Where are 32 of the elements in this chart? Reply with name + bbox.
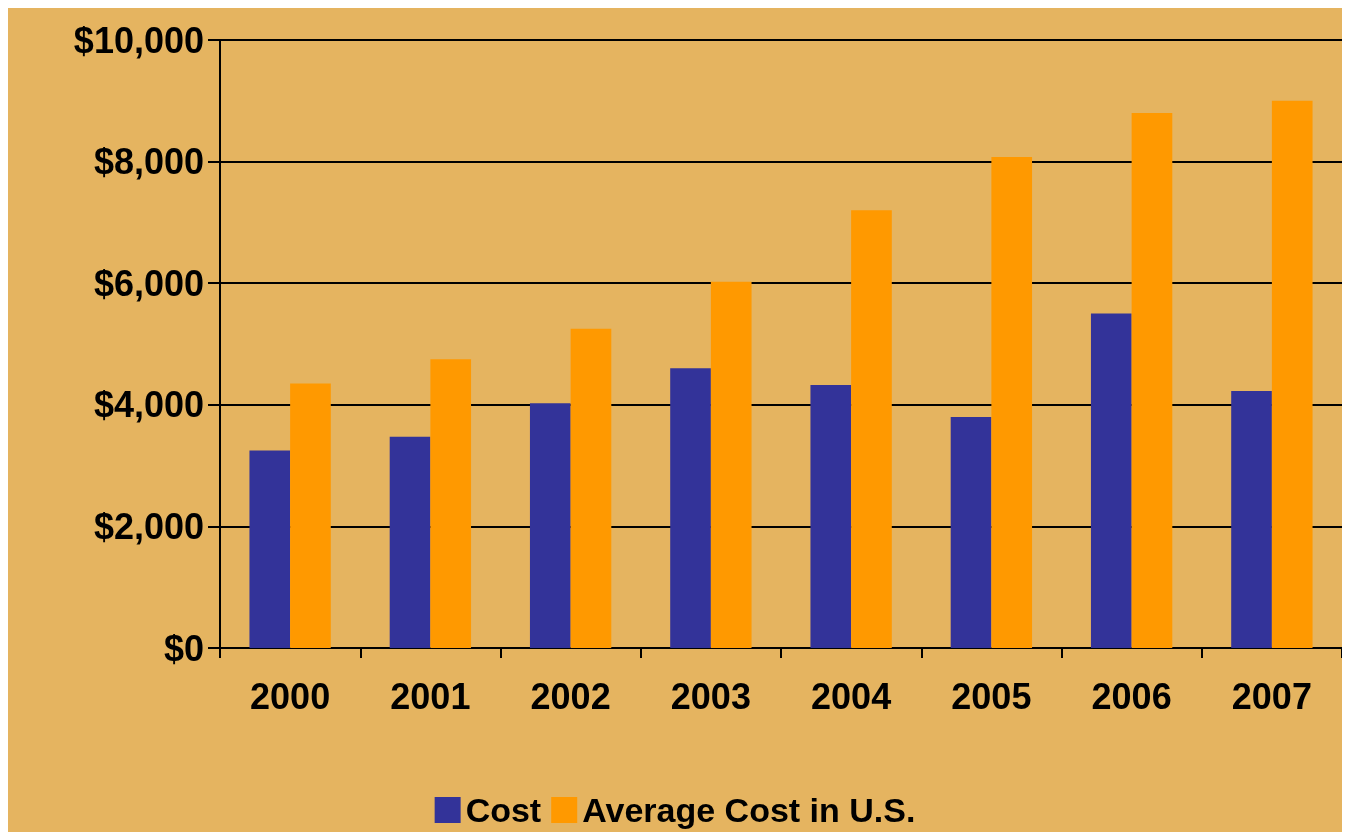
bar <box>810 385 852 648</box>
x-tick-label: 2004 <box>811 675 892 717</box>
y-tick-label: $6,000 <box>93 262 204 304</box>
bar <box>670 368 711 648</box>
bar <box>249 450 291 648</box>
legend-label: Average Cost in U.S. <box>582 791 916 829</box>
bar <box>991 157 1033 648</box>
y-tick-label: $8,000 <box>93 141 204 183</box>
bar <box>1090 313 1132 648</box>
bar <box>430 359 472 648</box>
x-tick-label: 2000 <box>250 675 331 717</box>
bar <box>1231 391 1272 648</box>
y-tick-label: $4,000 <box>93 384 204 426</box>
y-tick-label: $10,000 <box>73 19 204 61</box>
x-tick-label: 2003 <box>670 675 751 717</box>
bar <box>389 436 431 648</box>
x-tick-label: 2007 <box>1231 675 1312 717</box>
bar <box>950 416 992 648</box>
x-tick-label: 2001 <box>390 675 471 717</box>
x-tick-label: 2002 <box>530 675 611 717</box>
bar <box>290 383 331 648</box>
legend-label: Cost <box>465 791 542 829</box>
bar <box>529 403 571 648</box>
x-tick-label: 2006 <box>1091 675 1172 717</box>
bar <box>1131 112 1173 648</box>
x-tick-label: 2005 <box>951 675 1032 717</box>
y-tick-label: $0 <box>163 627 204 669</box>
bar <box>1271 100 1313 648</box>
bar <box>710 281 752 648</box>
bar <box>570 328 612 648</box>
bar <box>851 210 892 648</box>
y-tick-label: $2,000 <box>93 505 204 547</box>
